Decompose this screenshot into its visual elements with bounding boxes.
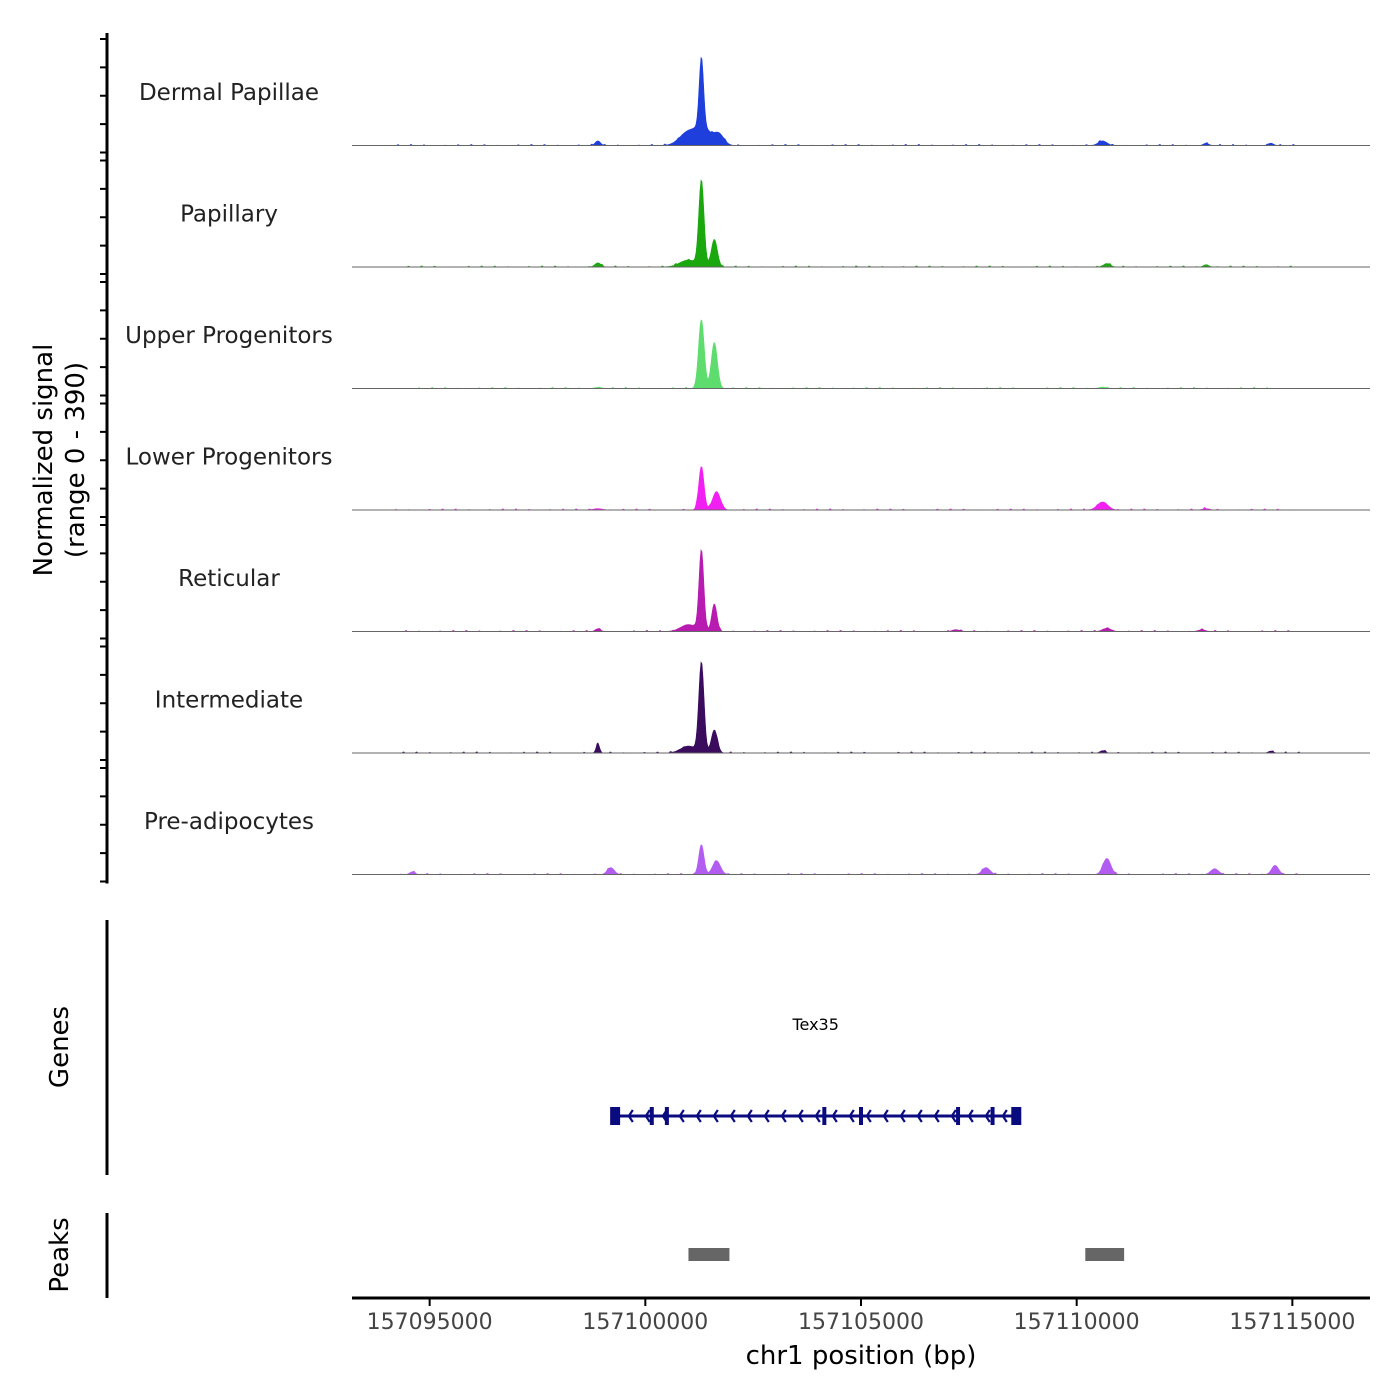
strand-arrow	[627, 1109, 634, 1123]
gene-exon	[859, 1107, 863, 1125]
x-tick-label: 157115000	[1229, 1310, 1355, 1335]
coverage-area	[352, 179, 1370, 268]
coverage-track: Dermal Papillae	[139, 56, 1370, 146]
gene-model: Tex35	[610, 1015, 1022, 1125]
coverage-track: Intermediate	[155, 661, 1370, 754]
strand-arrow	[865, 1109, 872, 1123]
track-label: Reticular	[178, 566, 280, 592]
gene-exon	[990, 1107, 995, 1125]
strand-arrow	[848, 1109, 855, 1123]
strand-arrow	[678, 1109, 685, 1123]
strand-arrow	[729, 1109, 736, 1123]
coverage-area	[352, 548, 1370, 632]
gene-exon	[649, 1107, 654, 1125]
gene-exon	[956, 1107, 961, 1125]
strand-arrow	[695, 1109, 702, 1123]
track-label: Intermediate	[155, 688, 303, 714]
coverage-area	[352, 56, 1370, 146]
x-axis-title: chr1 position (bp)	[746, 1341, 977, 1371]
track-label: Lower Progenitors	[126, 445, 333, 471]
strand-arrow	[967, 1109, 974, 1123]
strand-arrow	[950, 1109, 957, 1123]
x-tick-label: 157110000	[1014, 1310, 1140, 1335]
coverage-track: Lower Progenitors	[126, 445, 1370, 511]
strand-arrow	[933, 1109, 940, 1123]
x-tick-label: 157105000	[798, 1310, 924, 1335]
strand-arrow	[831, 1109, 838, 1123]
coverage-area	[352, 844, 1370, 875]
coverage-area	[352, 661, 1370, 754]
gene-models: Tex35	[610, 1015, 1022, 1125]
track-label: Dermal Papillae	[139, 80, 319, 106]
peak-regions	[688, 1248, 1125, 1261]
y-axis-title-line2: (range 0 - 390)	[61, 362, 91, 558]
track-label: Papillary	[180, 202, 278, 228]
gene-exon	[822, 1107, 827, 1125]
x-tick-label: 157100000	[582, 1310, 708, 1335]
strand-arrow	[712, 1109, 719, 1123]
strand-arrow	[763, 1109, 770, 1123]
coverage-track: Pre-adipocytes	[144, 809, 1370, 875]
coverage-area	[352, 319, 1370, 389]
strand-arrow	[1001, 1109, 1008, 1123]
coverage-tracks: Dermal Papillae Papillary Upper Progenitor…	[125, 56, 1370, 875]
peak-region	[688, 1248, 730, 1261]
strand-arrow	[916, 1109, 923, 1123]
coverage-track: Upper Progenitors	[125, 319, 1370, 389]
peaks-track-title: Peaks	[45, 1217, 75, 1292]
strand-arrow	[984, 1109, 991, 1123]
strand-arrow	[814, 1109, 821, 1123]
strand-arrow	[644, 1109, 651, 1123]
signal-axis	[100, 33, 109, 884]
strand-arrow	[746, 1109, 753, 1123]
x-tick-label: 157095000	[367, 1310, 493, 1335]
gene-label: Tex35	[791, 1015, 838, 1034]
strand-arrow	[882, 1109, 889, 1123]
peak-region	[1085, 1248, 1125, 1261]
track-label: Upper Progenitors	[125, 323, 333, 349]
coverage-track: Papillary	[180, 179, 1370, 268]
gene-exon	[610, 1107, 621, 1125]
coverage-track: Reticular	[178, 548, 1370, 632]
genes-track-title: Genes	[45, 1006, 75, 1088]
strand-arrow	[780, 1109, 787, 1123]
coverage-area	[352, 466, 1370, 511]
y-axis-title-line1: Normalized signal	[29, 344, 59, 577]
gene-exon	[664, 1107, 669, 1125]
strand-arrow	[797, 1109, 804, 1123]
track-label: Pre-adipocytes	[144, 809, 314, 835]
strand-arrow	[899, 1109, 906, 1123]
gene-exon	[1011, 1107, 1022, 1125]
x-axis-ticks: 157095000 157100000 157105000 157110000 1571…	[367, 1298, 1355, 1335]
